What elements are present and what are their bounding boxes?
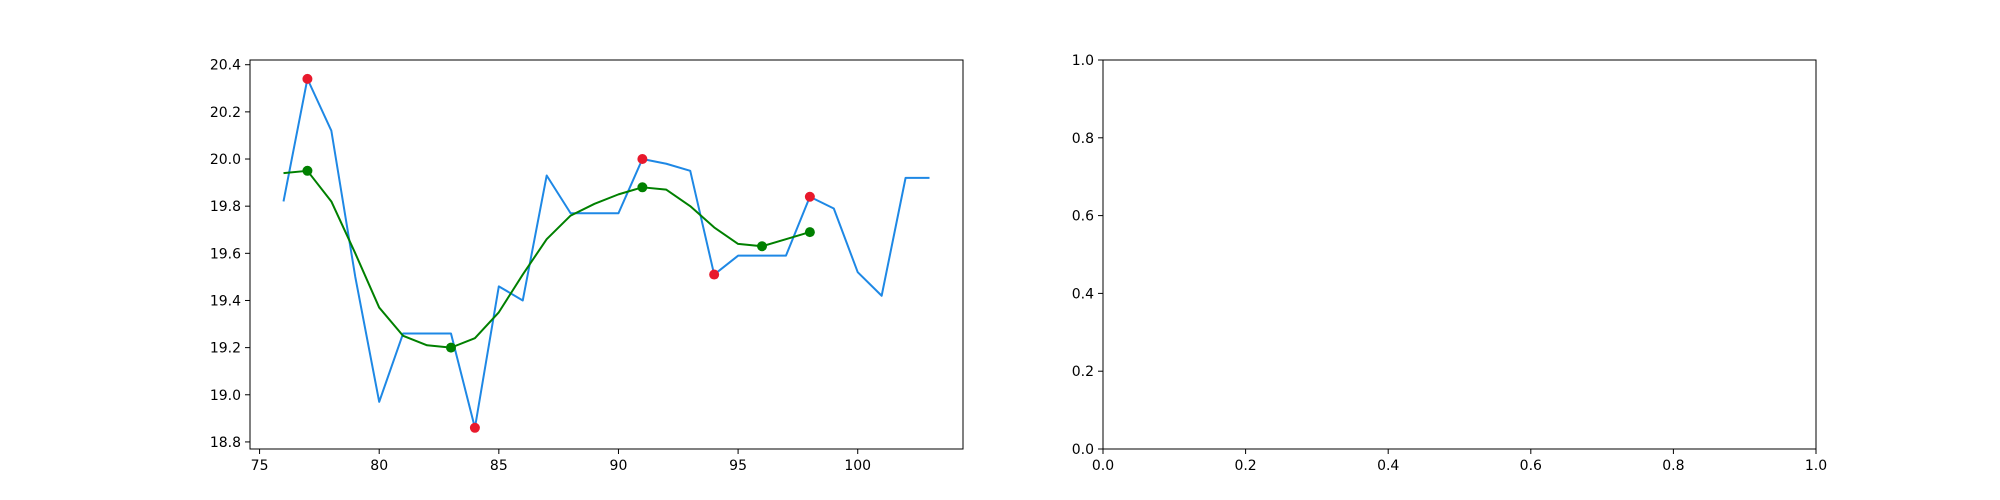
- y-tick-label: 19.6: [210, 246, 241, 262]
- x-tick-label: 80: [370, 458, 388, 474]
- left-price-chart: 75 80 85 90 95 100 18.8 19.0 19.2 19.4 19.6 19.8 20.…: [210, 58, 964, 474]
- y-tick-label: 0.4: [1072, 286, 1094, 302]
- x-tick-label: 1.0: [1805, 458, 1827, 474]
- y-tick-label: 19.8: [210, 199, 241, 215]
- point-smoothed-extrema-3: [757, 241, 768, 252]
- y-tick-label: 20.4: [210, 58, 241, 74]
- point-price-extrema-1: [469, 422, 480, 433]
- y-tick-label: 19.2: [210, 341, 241, 357]
- x-tick-label: 90: [610, 458, 628, 474]
- y-tick-label: 19.4: [210, 293, 241, 309]
- point-price-extrema-2: [637, 154, 648, 165]
- x-tick-label: 85: [490, 458, 508, 474]
- point-price-extrema-0: [302, 73, 313, 84]
- y-tick-label: 20.2: [210, 105, 241, 121]
- y-tick-label: 0.2: [1072, 364, 1094, 380]
- axes-frame: [1102, 59, 1817, 450]
- y-tick-label: 1.0: [1072, 53, 1094, 69]
- y-tick-label: 20.0: [210, 152, 241, 168]
- x-tick-label: 100: [844, 458, 871, 474]
- right-empty-chart: 0.0 0.2 0.4 0.6 0.8 1.0 0.0 0.2 0.4 0.6 0.8 1.0: [1072, 53, 1827, 474]
- y-tick-label: 19.0: [210, 388, 241, 404]
- axes-frame: [249, 59, 964, 450]
- x-tick-label: 0.4: [1377, 458, 1399, 474]
- x-tick-label: 95: [729, 458, 747, 474]
- x-tick-label: 0.6: [1520, 458, 1542, 474]
- x-tick-label: 0.8: [1662, 458, 1684, 474]
- y-tick-label: 0.8: [1072, 131, 1094, 147]
- point-smoothed-extrema-2: [637, 182, 648, 193]
- y-tick-label: 0.6: [1072, 209, 1094, 225]
- point-price-extrema-4: [804, 191, 815, 202]
- x-tick-label: 0.2: [1234, 458, 1256, 474]
- x-tick-label: 75: [251, 458, 269, 474]
- y-tick-label: 18.8: [210, 435, 241, 451]
- point-smoothed-extrema-4: [804, 227, 815, 238]
- point-price-extrema-3: [709, 269, 720, 280]
- point-smoothed-extrema-0: [302, 165, 313, 176]
- series-line-price: [282, 77, 930, 429]
- y-tick-label: 0.0: [1072, 442, 1094, 458]
- point-smoothed-extrema-1: [445, 342, 456, 353]
- x-tick-label: 0.0: [1092, 458, 1114, 474]
- series-line-smoothed: [283, 169, 811, 349]
